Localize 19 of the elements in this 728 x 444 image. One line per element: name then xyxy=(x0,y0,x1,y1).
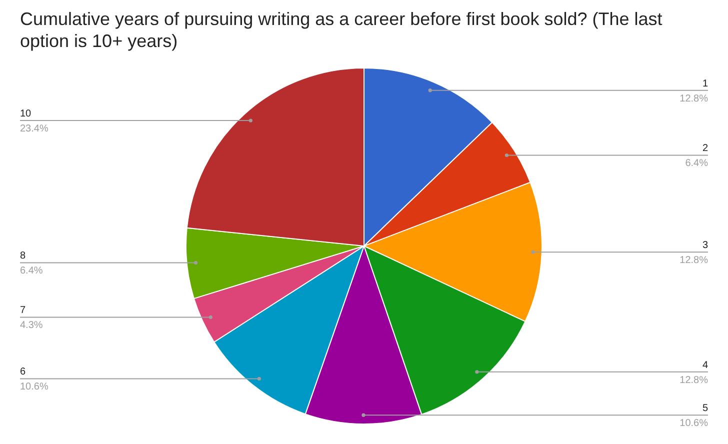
data-label: 6.4% xyxy=(685,158,708,170)
slice-label: 2 xyxy=(702,143,708,154)
data-label: 10.6% xyxy=(680,418,708,430)
slice-label: 5 xyxy=(702,403,708,414)
slice-label: 4 xyxy=(702,360,708,371)
data-label: 6.4% xyxy=(20,266,43,277)
slice-label: 7 xyxy=(20,305,26,316)
slice-label: 8 xyxy=(20,250,26,262)
slice-label: 1 xyxy=(702,78,708,90)
data-label: 12.8% xyxy=(680,255,708,266)
data-label: 4.3% xyxy=(20,320,43,332)
data-label: 23.4% xyxy=(20,123,48,134)
chart-title: Cumulative years of pursuing writing as a career before first book sold? (The last option is 10+ years) xyxy=(20,9,662,51)
slice-label: 3 xyxy=(702,240,708,252)
data-label: 10.6% xyxy=(20,382,48,393)
slice-label: 10 xyxy=(20,108,32,120)
data-label: 12.8% xyxy=(680,93,708,104)
data-label: 12.8% xyxy=(680,374,708,386)
slice-label: 6 xyxy=(20,366,26,378)
